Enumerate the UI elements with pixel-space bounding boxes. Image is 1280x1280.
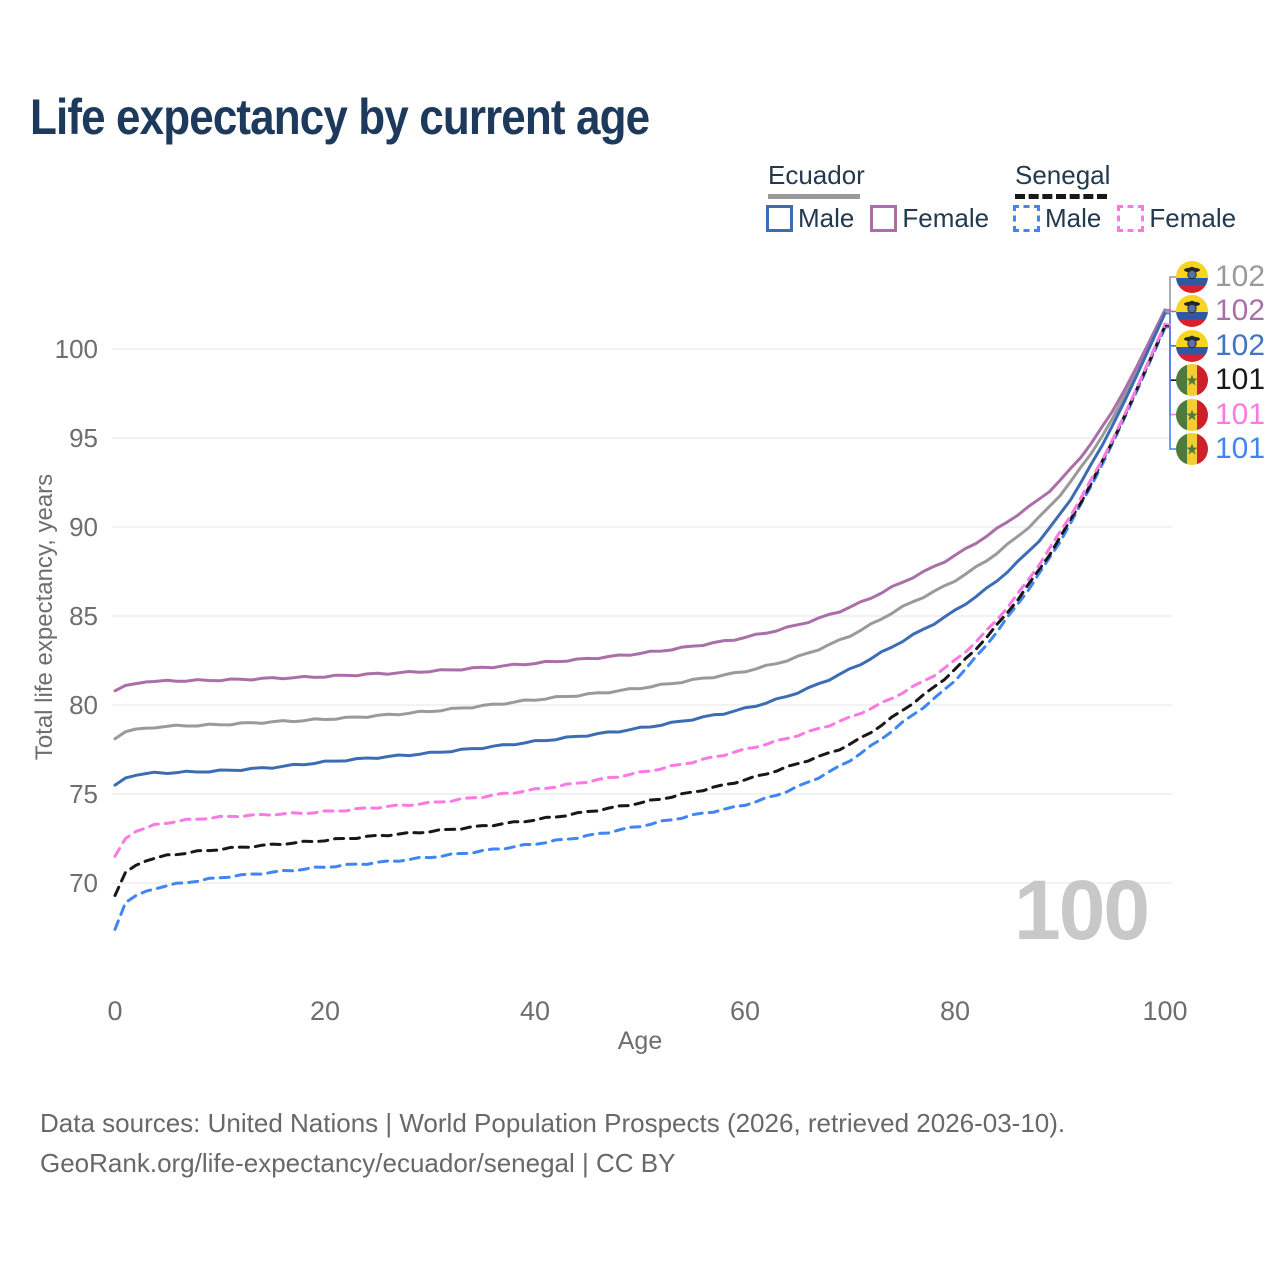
y-tick-label: 85 (69, 601, 98, 631)
end-label-connector-sn_m (1165, 326, 1176, 450)
end-label-ec_m: 102 (1176, 329, 1265, 363)
chart-plot: 70 75 80 85 90 95 100 0 20 40 60 80 100 (55, 276, 1188, 1026)
senegal-flag-icon (1176, 433, 1208, 465)
series-line-sn_m[interactable] (113, 326, 1167, 931)
end-label-sn_m: 101 (1176, 432, 1265, 466)
x-tick-label: 60 (730, 996, 760, 1026)
legend-items-ecuador: Male Female (766, 203, 989, 234)
y-axis-title: Total life expectancy, years (31, 473, 58, 761)
series-line-ec_m[interactable] (113, 311, 1167, 787)
y-tick-label: 75 (69, 779, 98, 809)
series-line-ec_b[interactable] (113, 310, 1167, 741)
end-label-connector-ec_b (1165, 276, 1176, 313)
y-tick-label: 70 (69, 868, 98, 898)
legend-swatch-senegal-male (1013, 205, 1040, 232)
end-label-value: 102 (1215, 328, 1266, 362)
y-tick-label: 80 (69, 690, 98, 720)
end-label-value: 101 (1215, 397, 1266, 431)
y-tick-label: 95 (69, 423, 98, 453)
footer-attribution: GeoRank.org/life-expectancy/ecuador/sene… (40, 1148, 676, 1178)
legend-item-ecuador-female[interactable]: Female (870, 203, 989, 234)
end-label-sn_f: 101 (1176, 398, 1265, 432)
end-label-connector-ec_f (1165, 309, 1176, 313)
y-tick-label: 90 (69, 512, 98, 542)
senegal-flag-icon (1176, 398, 1208, 431)
senegal-flag-icon (1176, 364, 1208, 397)
x-axis-title: Age (617, 1027, 663, 1055)
end-label-value: 101 (1215, 363, 1266, 397)
end-label-value: 101 (1215, 432, 1266, 465)
series-line-sn_b[interactable] (113, 324, 1167, 897)
legend-item-ecuador-male[interactable]: Male (766, 203, 854, 234)
legend-label-senegal-female: Female (1149, 203, 1237, 233)
end-label-value: 102 (1215, 260, 1266, 293)
legend-label-senegal-male: Male (1045, 203, 1102, 233)
ecuador-flag-icon (1176, 329, 1208, 362)
x-tick-label: 100 (1142, 996, 1187, 1026)
legend-items-senegal: Male Female (1013, 203, 1236, 234)
legend-group-senegal[interactable]: Senegal (1015, 160, 1110, 199)
legend-heading-ecuador[interactable]: Ecuador (768, 160, 865, 190)
legend-swatch-ecuador-male (766, 205, 793, 232)
legend-group-ecuador[interactable]: Ecuador (768, 160, 865, 199)
ecuador-flag-icon (1176, 295, 1208, 328)
y-tick-label: 100 (55, 334, 98, 364)
legend-swatch-ecuador-female (870, 205, 898, 232)
legend-item-senegal-male[interactable]: Male (1013, 203, 1101, 234)
end-label-sn_b: 101 (1176, 363, 1265, 397)
legend-heading-senegal[interactable]: Senegal (1015, 160, 1111, 190)
x-tick-label: 20 (310, 996, 340, 1026)
legend-label-ecuador-male: Male (798, 203, 855, 233)
ecuador-flag-icon (1176, 261, 1208, 293)
x-tick-label: 80 (940, 996, 970, 1026)
end-label-value: 102 (1215, 294, 1266, 328)
series-line-sn_f[interactable] (113, 322, 1167, 858)
legend-underline-ecuador-solid (768, 194, 860, 199)
legend-underline-senegal-dashed (1015, 194, 1107, 199)
x-tick-label: 0 (107, 996, 122, 1026)
legend-swatch-senegal-female (1117, 205, 1145, 232)
end-label-ec_f: 102 (1176, 294, 1265, 328)
series-line-ec_f[interactable] (113, 308, 1167, 693)
age-watermark: 100 (1014, 863, 1150, 957)
legend-item-senegal-female[interactable]: Female (1117, 203, 1236, 234)
x-tick-label: 40 (520, 996, 550, 1026)
footer-sources: Data sources: United Nations | World Pop… (40, 1108, 1066, 1138)
legend-label-ecuador-female: Female (902, 203, 990, 233)
end-label-ec_b: 102 (1176, 260, 1265, 294)
page-title: Life expectancy by current age (30, 89, 650, 145)
